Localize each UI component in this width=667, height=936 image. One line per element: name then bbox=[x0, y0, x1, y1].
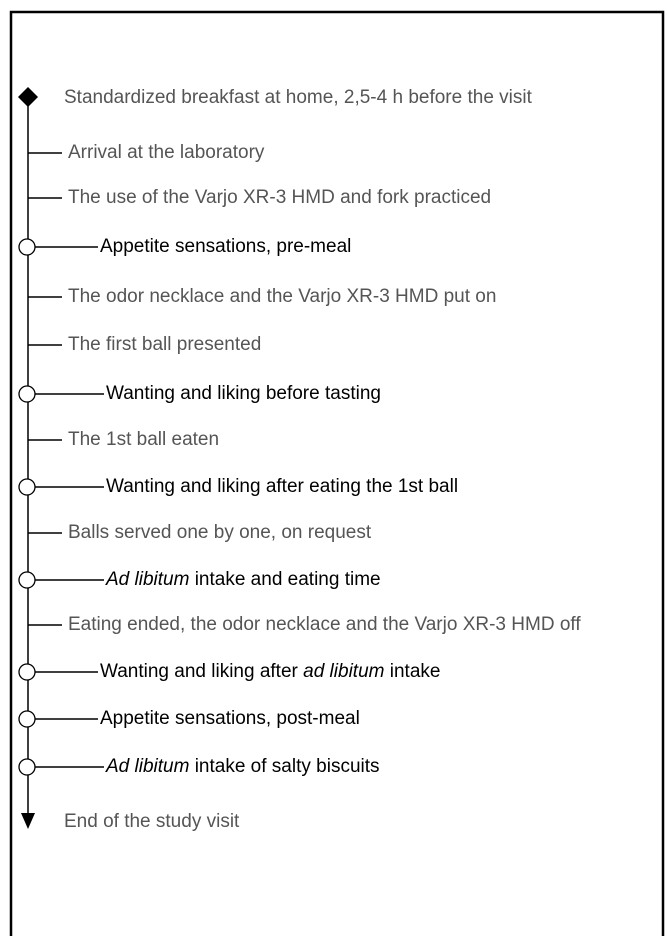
step-label-part: Appetite sensations, post-meal bbox=[100, 708, 360, 729]
step-label: End of the study visit bbox=[64, 811, 240, 832]
step-label: Wanting and liking after ad libitum inta… bbox=[100, 661, 440, 682]
end-arrow bbox=[21, 813, 35, 829]
step-label: Balls served one by one, on request bbox=[68, 522, 372, 543]
measure-marker bbox=[18, 571, 36, 589]
measure-marker bbox=[18, 385, 36, 403]
measure-marker bbox=[18, 478, 36, 496]
step-label-part: End of the study visit bbox=[64, 811, 240, 832]
step-label-part: ad libitum bbox=[303, 661, 384, 682]
step-label-part: Appetite sensations, pre-meal bbox=[100, 236, 351, 257]
step-label: The 1st ball eaten bbox=[68, 429, 219, 450]
step-label: Arrival at the laboratory bbox=[68, 142, 265, 163]
measure-marker bbox=[18, 663, 36, 681]
step-label-part: The 1st ball eaten bbox=[68, 429, 219, 450]
step-label-part: intake of salty biscuits bbox=[189, 756, 379, 777]
step-label-part: Eating ended, the odor necklace and the … bbox=[68, 614, 581, 635]
rows: Standardized breakfast at home, 2,5-4 h … bbox=[18, 87, 581, 832]
step-label-part: Ad libitum bbox=[105, 569, 189, 590]
step-label: Ad libitum intake and eating time bbox=[105, 569, 381, 590]
step-label-part: Wanting and liking before tasting bbox=[106, 383, 381, 404]
start-diamond bbox=[18, 87, 38, 107]
step-label-part: The use of the Varjo XR-3 HMD and fork p… bbox=[68, 187, 491, 208]
step-label: Eating ended, the odor necklace and the … bbox=[68, 614, 581, 635]
step-label-part: Arrival at the laboratory bbox=[68, 142, 265, 163]
step-label: The first ball presented bbox=[68, 334, 261, 355]
step-label: Ad libitum intake of salty biscuits bbox=[105, 756, 380, 777]
step-label-part: Standardized breakfast at home, 2,5-4 h … bbox=[64, 87, 533, 108]
step-label: Appetite sensations, post-meal bbox=[100, 708, 360, 729]
step-label: Wanting and liking before tasting bbox=[106, 383, 381, 404]
measure-marker bbox=[18, 758, 36, 776]
step-label-part: Ad libitum bbox=[105, 756, 189, 777]
step-label-part: Balls served one by one, on request bbox=[68, 522, 372, 543]
step-label: Appetite sensations, pre-meal bbox=[100, 236, 351, 257]
measure-marker bbox=[18, 238, 36, 256]
step-label: The odor necklace and the Varjo XR-3 HMD… bbox=[68, 286, 496, 307]
step-label: The use of the Varjo XR-3 HMD and fork p… bbox=[68, 187, 491, 208]
step-label-part: The odor necklace and the Varjo XR-3 HMD… bbox=[68, 286, 496, 307]
step-label: Wanting and liking after eating the 1st … bbox=[106, 476, 458, 497]
step-label-part: intake and eating time bbox=[189, 569, 380, 590]
frame bbox=[9, 10, 665, 936]
step-label-part: Wanting and liking after bbox=[100, 661, 303, 682]
step-label-part: The first ball presented bbox=[68, 334, 261, 355]
step-label-part: Wanting and liking after eating the 1st … bbox=[106, 476, 458, 497]
step-label: Standardized breakfast at home, 2,5-4 h … bbox=[64, 87, 533, 108]
step-label-part: intake bbox=[384, 661, 440, 682]
measure-marker bbox=[18, 710, 36, 728]
